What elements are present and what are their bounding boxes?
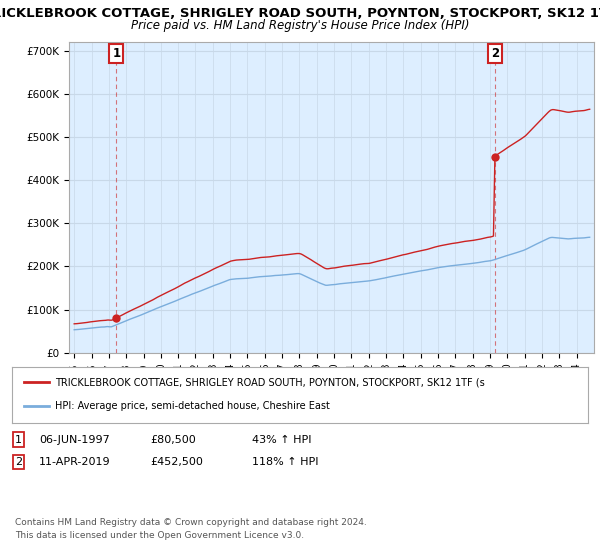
Text: 06-JUN-1997: 06-JUN-1997 bbox=[39, 435, 110, 445]
Text: TRICKLEBROOK COTTAGE, SHRIGLEY ROAD SOUTH, POYNTON, STOCKPORT, SK12 1TF (s: TRICKLEBROOK COTTAGE, SHRIGLEY ROAD SOUT… bbox=[55, 377, 485, 388]
Text: £80,500: £80,500 bbox=[150, 435, 196, 445]
Text: £452,500: £452,500 bbox=[150, 457, 203, 467]
Text: HPI: Average price, semi-detached house, Cheshire East: HPI: Average price, semi-detached house,… bbox=[55, 401, 330, 411]
Text: 43% ↑ HPI: 43% ↑ HPI bbox=[252, 435, 311, 445]
Text: TRICKLEBROOK COTTAGE, SHRIGLEY ROAD SOUTH, POYNTON, STOCKPORT, SK12 1TF: TRICKLEBROOK COTTAGE, SHRIGLEY ROAD SOUT… bbox=[0, 7, 600, 20]
Text: Price paid vs. HM Land Registry's House Price Index (HPI): Price paid vs. HM Land Registry's House … bbox=[131, 19, 469, 32]
Text: 118% ↑ HPI: 118% ↑ HPI bbox=[252, 457, 319, 467]
Text: 1: 1 bbox=[112, 46, 121, 60]
Text: 1: 1 bbox=[15, 435, 22, 445]
Text: 2: 2 bbox=[491, 46, 499, 60]
Text: 2: 2 bbox=[15, 457, 22, 467]
Text: Contains HM Land Registry data © Crown copyright and database right 2024.
This d: Contains HM Land Registry data © Crown c… bbox=[15, 518, 367, 539]
Text: 11-APR-2019: 11-APR-2019 bbox=[39, 457, 110, 467]
